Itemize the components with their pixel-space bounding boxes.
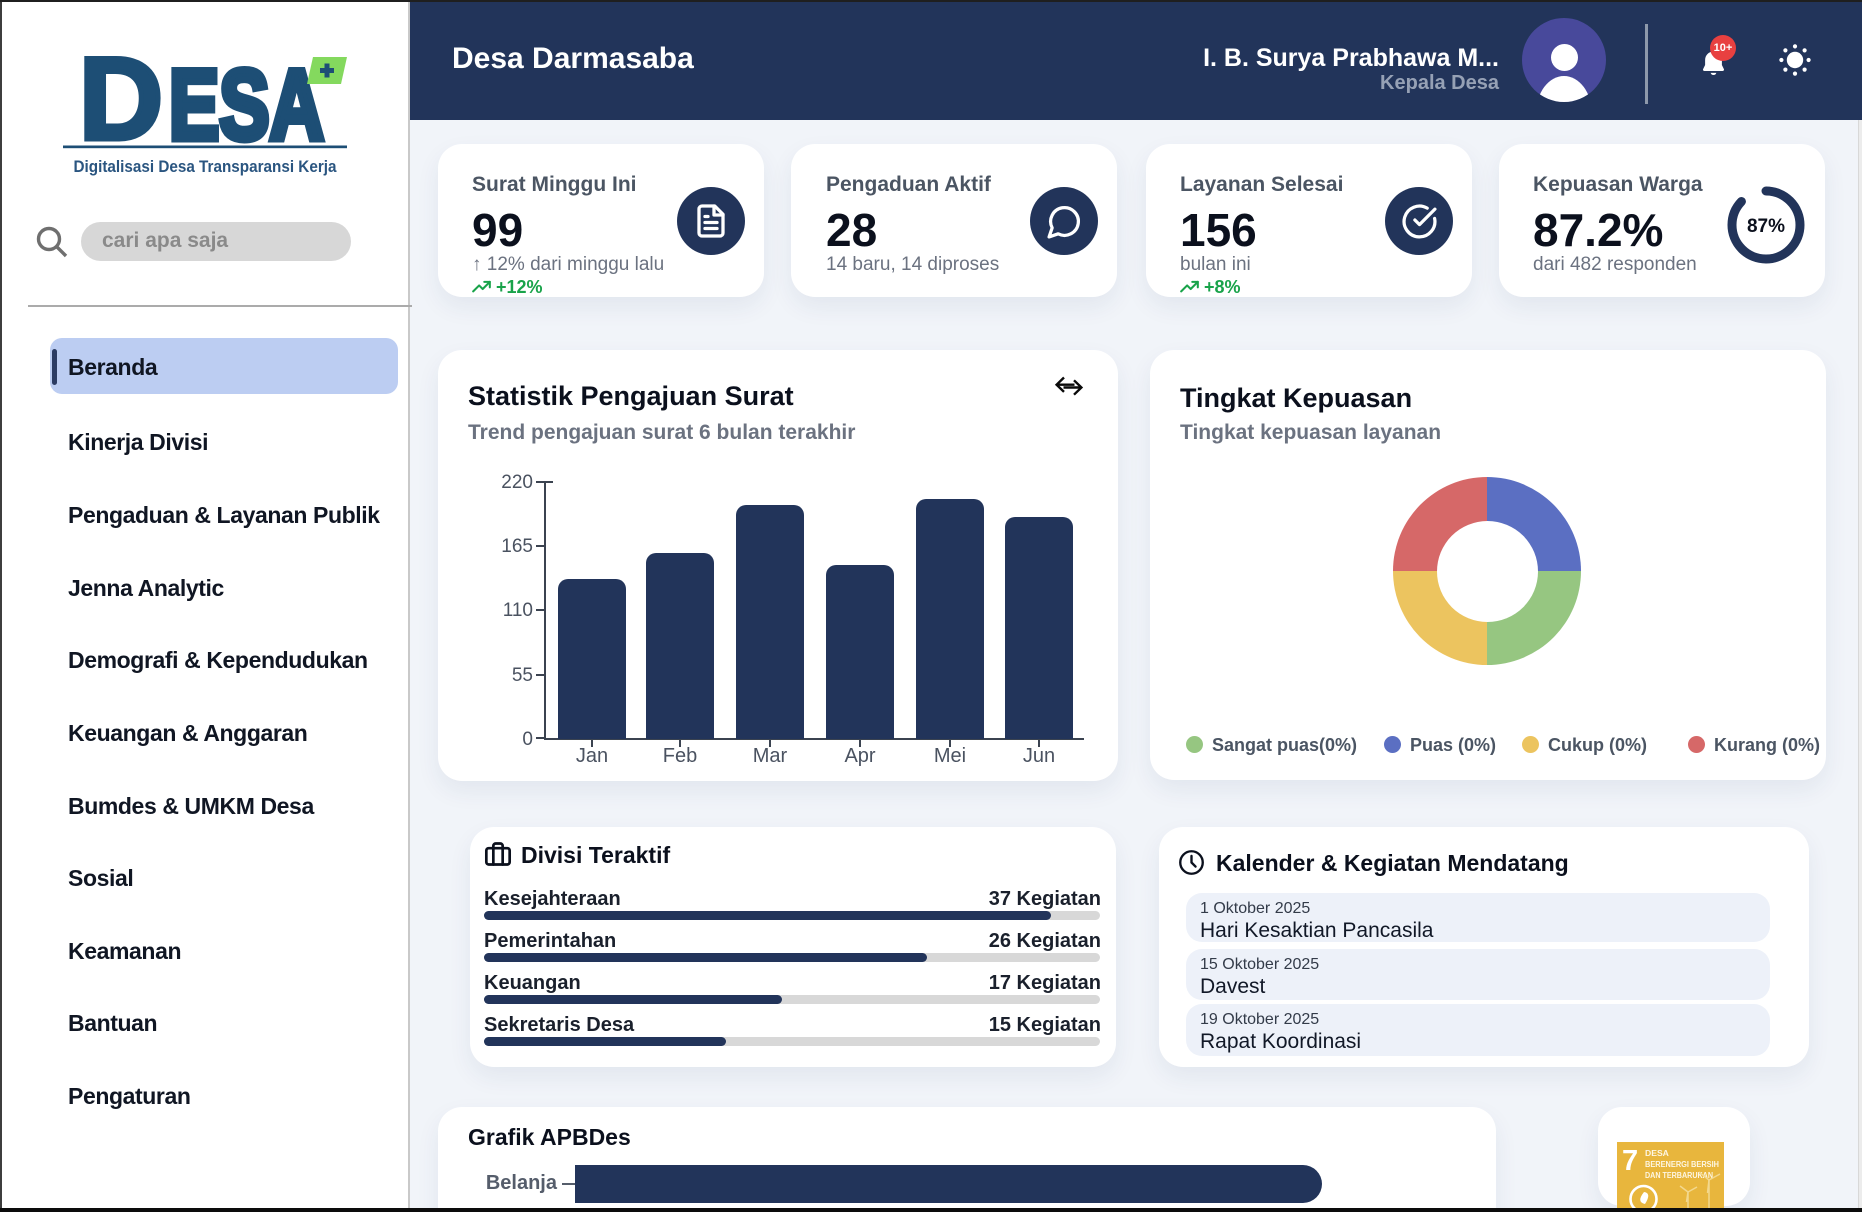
svg-text:7: 7 [1622,1145,1638,1177]
svg-text:DAN TERBARUKAN: DAN TERBARUKAN [1645,1170,1713,1180]
svg-text:87%: 87% [1747,216,1785,237]
svg-text:D: D [79,33,163,164]
svg-text:Digitalisasi Desa Transparansi: Digitalisasi Desa Transparansi Kerja [74,158,338,176]
svg-text:DESA: DESA [1645,1148,1669,1158]
svg-text:ESA: ESA [169,49,324,160]
svg-text:BERENERGI BERSIH: BERENERGI BERSIH [1645,1159,1719,1169]
